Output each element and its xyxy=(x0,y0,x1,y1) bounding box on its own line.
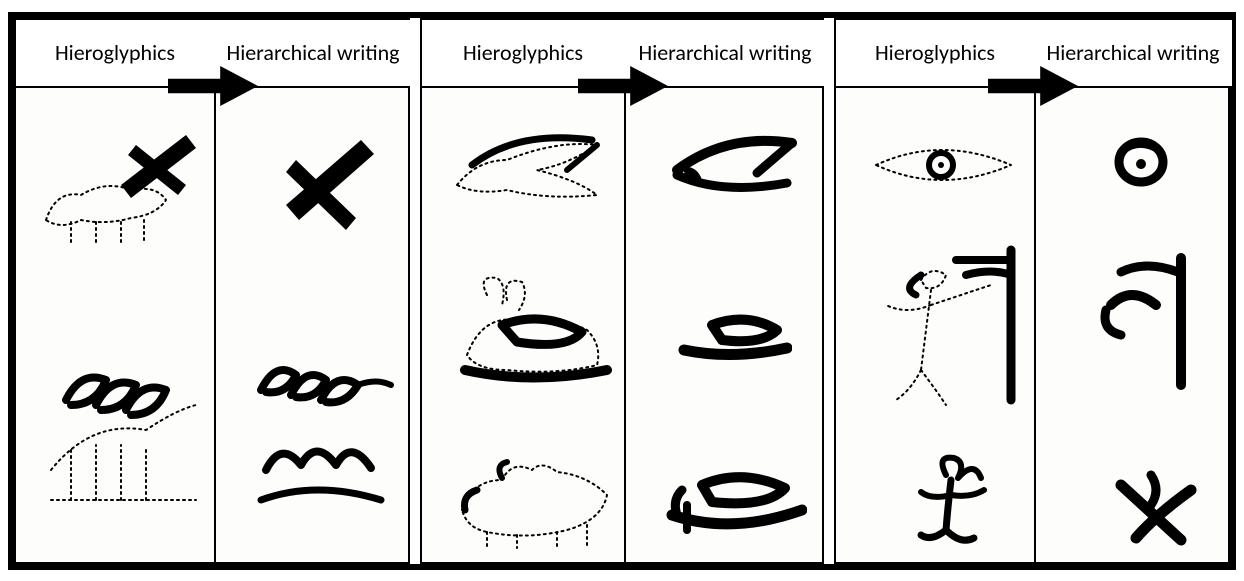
panel-2: HieroglyphicsHierarchical writing xyxy=(420,18,824,564)
glyph-cross-bold xyxy=(266,130,376,240)
glyph-swallow-bold xyxy=(662,125,802,205)
canvas: HieroglyphicsHierarchical writingHierogl… xyxy=(0,0,1244,581)
glyph-birds-dotted xyxy=(36,350,206,520)
panel-3-divider xyxy=(1034,20,1036,562)
glyph-man-dotted xyxy=(861,240,1031,410)
panel-1: HieroglyphicsHierarchical writing xyxy=(14,18,410,564)
glyph-swallow-dotted xyxy=(447,125,607,215)
panel-1-divider xyxy=(214,20,216,562)
glyph-ox-dotted xyxy=(447,440,617,550)
glyph-figure-x-bold xyxy=(1101,460,1201,550)
glyph-man-bold xyxy=(1086,250,1206,390)
panel-2-header-rule xyxy=(422,86,822,88)
glyph-birds-cursive xyxy=(246,350,396,520)
glyph-fox-dotted-cross xyxy=(36,130,196,250)
glyph-hare-bold xyxy=(672,300,792,370)
panel-3-header-rule xyxy=(836,86,1228,88)
panel-1-left-header: Hieroglyphics xyxy=(16,20,214,86)
panel-2-divider xyxy=(624,20,626,562)
glyph-eye-bold xyxy=(1096,130,1186,200)
panel-3-right-header: Hierarchical writing xyxy=(1034,20,1232,86)
panel-2-right-header: Hierarchical writing xyxy=(624,20,826,86)
glyph-hare-dotted xyxy=(447,270,612,390)
panel-1-right-header: Hierarchical writing xyxy=(214,20,412,86)
panel-3: HieroglyphicsHierarchical writing xyxy=(834,18,1230,564)
glyph-figure-x xyxy=(896,450,996,550)
panel-2-left-header: Hieroglyphics xyxy=(422,20,624,86)
panel-3-left-header: Hieroglyphics xyxy=(836,20,1034,86)
panel-1-header-rule xyxy=(16,86,408,88)
glyph-ox-bold xyxy=(657,450,807,540)
glyph-eye-dotted xyxy=(866,130,1016,200)
